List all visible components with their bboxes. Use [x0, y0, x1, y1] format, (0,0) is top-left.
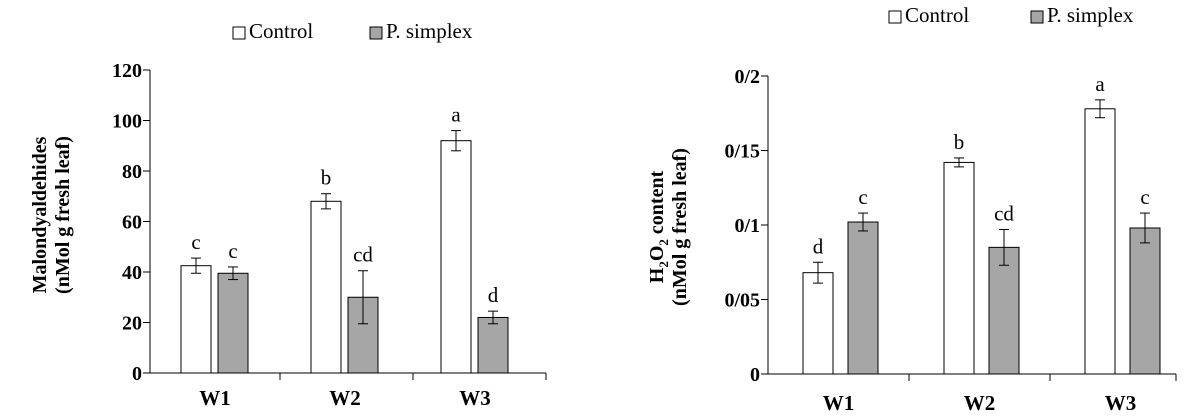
legend-label-psimplex: P. simplex — [1047, 3, 1134, 27]
bar — [1084, 108, 1116, 375]
legend: Control P. simplex — [888, 3, 1134, 27]
h2o2-chart: Control P. simplex H2O2 content (nMol g … — [646, 3, 1177, 415]
y-tick-label: 0/15 — [724, 141, 760, 163]
y-axis-title-line2: (nMol g fresh leaf) — [669, 148, 691, 306]
x-category-label: W2 — [964, 391, 996, 415]
bar — [310, 200, 342, 374]
significance-letter: c — [1140, 185, 1149, 209]
y-tick-label: 80 — [122, 161, 142, 183]
y-tick-label: 0/2 — [734, 66, 760, 88]
y-axis-ticks: 0 0/05 0/1 0/15 0/2 — [724, 66, 1177, 386]
y-axis-title: H2O2 content (nMol g fresh leaf) — [646, 148, 691, 306]
y-tick-label: 120 — [112, 60, 142, 82]
y-tick-label: 0/1 — [734, 215, 760, 237]
bar — [943, 161, 975, 375]
y-tick-label: 20 — [122, 313, 142, 335]
significance-letter: c — [191, 230, 200, 254]
bar — [1129, 227, 1161, 375]
legend-swatch-control — [888, 10, 902, 24]
legend-label-psimplex: P. simplex — [386, 19, 473, 43]
significance-letter: a — [1095, 72, 1105, 96]
y-axis-title-line1: H2O2 content — [646, 170, 671, 283]
x-category-label: W2 — [329, 386, 361, 410]
bar — [988, 246, 1020, 375]
significance-letter: c — [228, 239, 237, 263]
significance-letter: b — [954, 130, 965, 154]
legend: Control P. simplex — [232, 19, 473, 43]
significance-letter: d — [813, 234, 824, 258]
y-tick-label: 0/05 — [724, 290, 760, 312]
legend-swatch-control — [232, 26, 246, 40]
legend-swatch-psimplex — [1030, 10, 1044, 24]
significance-letter: d — [488, 283, 499, 307]
y-axis-title-line1: Malondyaldehides — [29, 136, 51, 293]
y-tick-label: 0 — [750, 364, 760, 386]
y-tick-label: 60 — [122, 212, 142, 234]
bar — [440, 140, 472, 374]
significance-letter: b — [321, 166, 332, 190]
x-category-label: W1 — [823, 391, 855, 415]
bar — [847, 221, 879, 375]
y-tick-label: 0 — [132, 363, 142, 385]
significance-letter: cd — [353, 243, 373, 267]
legend-label-control: Control — [249, 19, 313, 43]
significance-letter: cd — [994, 201, 1014, 225]
bar — [477, 316, 509, 374]
plot-area: c c W1 b cd W2 a d W3 — [180, 103, 509, 410]
plot-area: d c W1 b cd W2 a c W3 — [802, 72, 1161, 415]
y-tick-label: 40 — [122, 262, 142, 284]
bar — [180, 265, 212, 374]
y-axis-title-line2: (nMol g fresh leaf) — [52, 136, 74, 294]
y-axis-ticks: 0 20 40 60 80 100 120 — [112, 60, 547, 385]
significance-letter: a — [451, 103, 461, 127]
bar — [217, 272, 249, 374]
legend-label-control: Control — [905, 3, 969, 27]
significance-letter: c — [858, 185, 867, 209]
y-tick-label: 100 — [112, 111, 142, 133]
malondialdehyde-chart: Control P. simplex Malondyaldehides (nMo… — [29, 19, 547, 410]
x-category-label: W3 — [459, 386, 491, 410]
x-category-label: W3 — [1105, 391, 1137, 415]
bar — [802, 272, 834, 375]
y-axis-title: Malondyaldehides (nMol g fresh leaf) — [29, 136, 74, 294]
legend-swatch-psimplex — [369, 26, 383, 40]
x-category-label: W1 — [199, 386, 231, 410]
